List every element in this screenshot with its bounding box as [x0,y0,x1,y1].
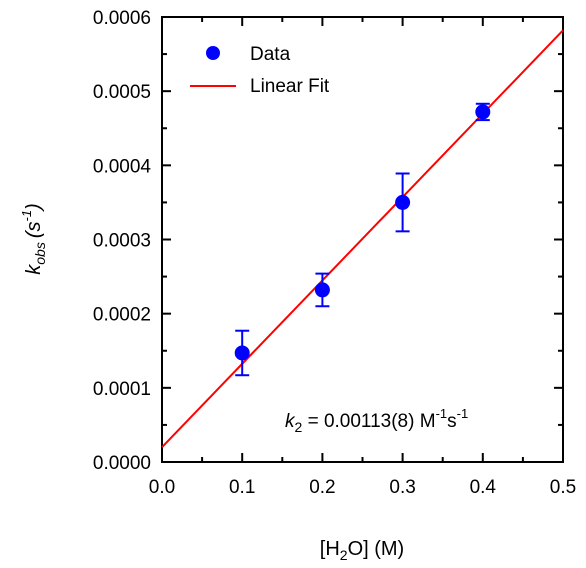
y-tick-label: 0.0003 [93,231,151,252]
x-tick-label: 0.3 [389,477,415,498]
linear-fit-line [161,29,564,448]
x-tick-label: 0.2 [309,477,335,498]
legend-label-data: Data [250,44,291,65]
rate-constant-annotation: k2 = 0.00113(8) M-1s-1 [285,406,468,435]
y-axis-title: kobs(s-1) [19,203,48,274]
y-tick-label: 0.0005 [93,82,151,103]
data-point [395,194,411,210]
fit-line-layer [161,29,564,448]
legend: Data Linear Fit [190,44,330,97]
data-point [475,104,491,120]
x-tick-label: 0.5 [550,477,576,498]
x-tick-label: 0.1 [229,477,255,498]
axis-ticks [161,16,564,463]
data-point [314,282,330,298]
data-points-layer [234,102,491,377]
y-tick-label: 0.0004 [93,156,152,177]
data-point [234,345,250,361]
y-tick-labels: 0.0000 0.0001 0.0002 0.0003 0.0004 0.0005 0.00… [93,8,152,474]
y-tick-label: 0.0001 [93,379,151,400]
x-tick-labels: 0.0 0.1 0.2 0.3 0.4 0.5 [149,477,576,498]
legend-label-fit: Linear Fit [250,76,330,97]
y-tick-label: 0.0000 [93,453,151,474]
y-tick-label: 0.0006 [93,8,151,29]
x-tick-label: 0.4 [470,477,497,498]
x-tick-label: 0.0 [149,477,175,498]
legend-marker-data [206,46,220,60]
y-tick-label: 0.0002 [93,305,151,326]
x-axis-title: [H2O] (M) [320,538,404,563]
